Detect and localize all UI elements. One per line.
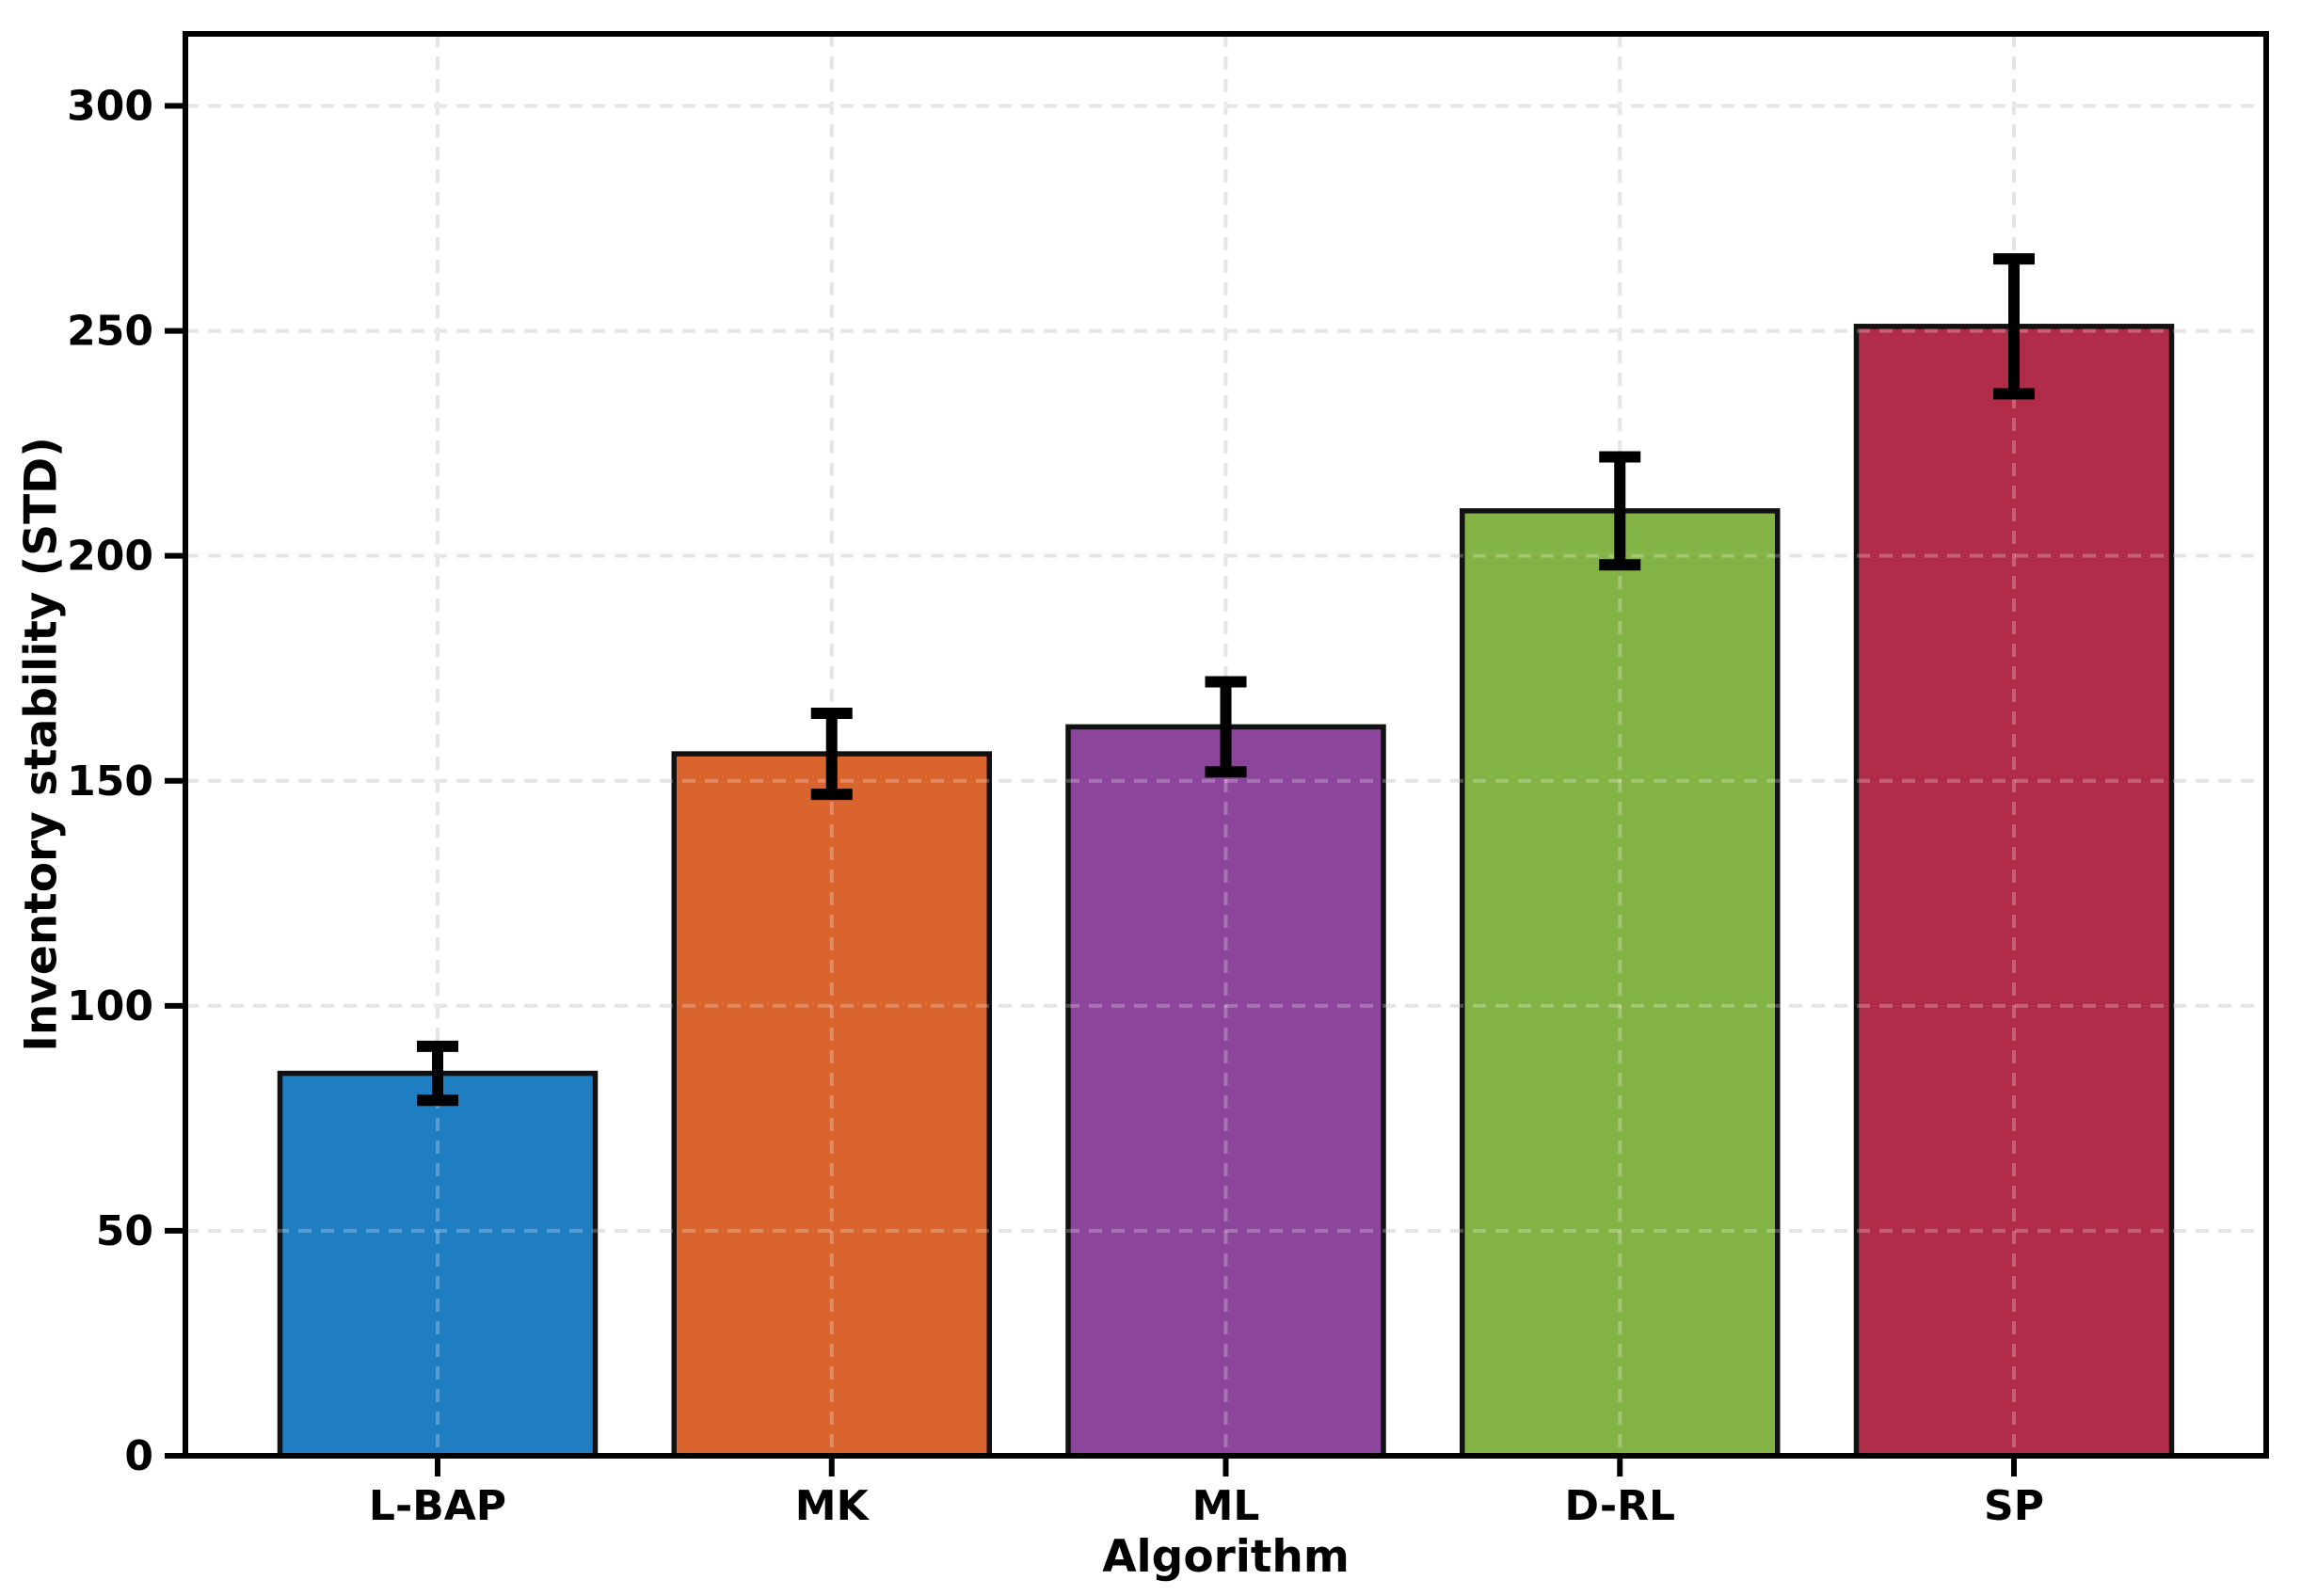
- y-tick-label: 250: [67, 308, 153, 356]
- y-axis-label: Inventory stability (STD): [15, 437, 68, 1052]
- x-tick-label-mk: MK: [795, 1482, 871, 1530]
- x-axis-label: Algorithm: [1102, 1531, 1350, 1583]
- bar-l-bap: [277, 1070, 599, 1459]
- x-tick-label-ml: ML: [1192, 1482, 1260, 1530]
- y-tick-label: 0: [124, 1432, 153, 1480]
- x-tick-label-d-rl: D-RL: [1564, 1482, 1675, 1530]
- x-tick-label-l-bap: L-BAP: [369, 1482, 506, 1530]
- x-tick-label-sp: SP: [1984, 1482, 2044, 1530]
- y-tick-label: 100: [67, 982, 153, 1030]
- y-tick-label: 150: [67, 758, 153, 806]
- y-tick-label: 300: [67, 83, 153, 131]
- y-tick-label: 50: [96, 1207, 153, 1255]
- y-tick-label: 200: [67, 533, 153, 581]
